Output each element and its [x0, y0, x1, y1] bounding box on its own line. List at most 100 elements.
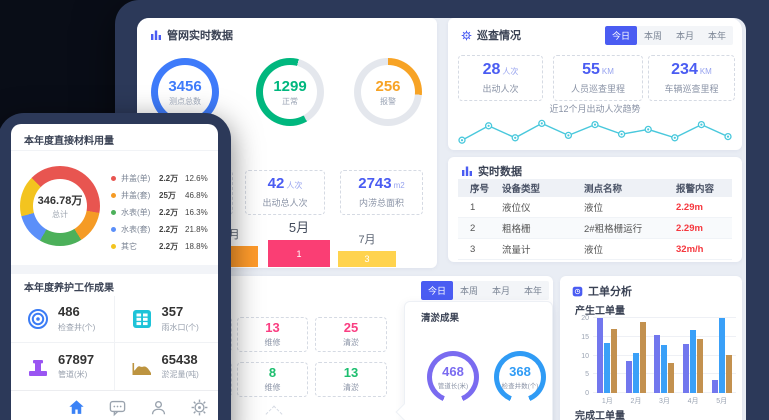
tab-today[interactable]: 今日 [420, 281, 453, 300]
tab-year[interactable]: 本年 [707, 31, 726, 41]
bar [639, 321, 646, 393]
stat-value: 25 [343, 319, 359, 335]
legend-dot [111, 210, 116, 215]
tab-week[interactable]: 本周 [643, 31, 662, 41]
table-row[interactable]: 1 液位仪 液位 2.29m [458, 197, 732, 218]
stat-label: 内涝总面积 [358, 197, 404, 208]
donut-total-label: 总计 [52, 210, 68, 219]
stat-value: 13 [265, 319, 280, 335]
tab-home[interactable] [67, 398, 89, 417]
stat-unit: 人次 [502, 67, 519, 77]
gridline [593, 335, 736, 337]
phone-device-frame: 本年度直接材料用量 346.78万 总计 井盖(单) 2.2万 12.6% 井盖(套)… [0, 113, 231, 420]
table-row[interactable]: 2 粗格栅 2#粗格栅运行 2.29m [458, 218, 732, 239]
bar-group [650, 318, 679, 393]
bar [697, 339, 704, 393]
stat-label: 维修 [264, 338, 281, 348]
podium-rank: 3 [338, 251, 396, 267]
phone-tab-bar [11, 390, 218, 420]
bar [690, 330, 697, 393]
y-tick-label: 15 [581, 333, 589, 341]
bar [668, 363, 675, 393]
donut-label: 报警 [380, 96, 396, 106]
bar-group [679, 318, 708, 393]
popover-arrow [395, 403, 413, 420]
stat-box-repair-1: 13 维修 [237, 317, 308, 352]
legend-item: 井盖(单) 2.2万 12.6% [111, 170, 208, 187]
donut-normal: 1299 正常 [256, 58, 324, 126]
x-tick-label: 5月 [716, 398, 728, 405]
sludge-icon [132, 362, 151, 375]
legend-dot [111, 193, 116, 198]
stat-box-repair-2: 8 维修 [237, 362, 308, 397]
bar-group [593, 318, 622, 393]
donut-alarm: 256 报警 [354, 58, 422, 126]
workorder-bar-chart: 0 5 10 15 20 1月 2月 3月 4月 5月 [581, 315, 736, 405]
stat-value: 234 [671, 61, 698, 79]
stat-box-dispatch-total: 42 人次 出动总人次 [245, 170, 325, 215]
legend-dot [111, 244, 116, 249]
alarm-table: 序号 设备类型 测点名称 报警内容 1 液位仪 液位 2.29m 2 粗格栅 2… [458, 179, 732, 260]
material-donut-chart: 346.78万 总计 [20, 166, 100, 246]
table-header-row: 序号 设备类型 测点名称 报警内容 [458, 179, 732, 197]
legend-item: 水表(套) 2.2万 21.8% [111, 221, 208, 238]
chart-title-completed: 完成工单量 [575, 411, 625, 420]
y-tick-label: 20 [581, 315, 589, 322]
tab-settings[interactable] [190, 398, 212, 417]
y-tick-label: 0 [585, 390, 589, 397]
tab-profile[interactable] [149, 398, 171, 417]
panel-workorder: 工单分析 产生工单量 0 5 10 15 20 1月 2月 3月 4月 5月 完成工单量 [560, 276, 742, 420]
bar [683, 344, 690, 393]
stat-cell-pipeline: 67897 管道(米) [11, 343, 115, 390]
maintenance-section-title: 本年度养护工作成果 [24, 283, 114, 294]
stat-value: 8 [268, 364, 277, 380]
bar [604, 343, 611, 393]
panel-title: 管网实时数据 [167, 30, 233, 42]
dredge-result-popover: 清淤成果 468 管道长(米) 368 检查井数(个) [395, 301, 553, 420]
gear-icon [191, 399, 208, 416]
trend-caption: 近12个月出动人次趋势 [549, 104, 641, 114]
podium-month-bar: 7月 3 [338, 231, 396, 267]
table-row[interactable]: 3 流量计 液位 32m/h [458, 239, 732, 260]
maintenance-stats-grid: 486 检查井(个) 357 雨水口(个) 67897 管道(米) 65438 淤泥量(… [11, 296, 218, 390]
bar [625, 360, 632, 393]
tab-month[interactable]: 本月 [491, 286, 510, 296]
bar [611, 328, 618, 393]
stat-unit: m2 [393, 181, 405, 191]
bar [711, 379, 718, 393]
stat-label: 人员巡查里程 [570, 83, 625, 94]
tooltip-notch [265, 405, 283, 420]
stat-box-dredge-2: 13 清淤 [315, 362, 387, 397]
panel-realtime-data: 实时数据 序号 设备类型 测点名称 报警内容 1 液位仪 液位 2.29m 2 … [448, 157, 742, 262]
bar [718, 318, 725, 393]
stat-value: 13 [343, 364, 359, 380]
pipeline-icon [29, 359, 47, 376]
maintenance-period-tabs: 今日 本周 本月 本年 [420, 281, 549, 300]
stat-box-person-km: 55 KM 人员巡查里程 [553, 55, 643, 101]
tab-year[interactable]: 本年 [523, 286, 542, 296]
stat-value: 42 [267, 175, 285, 193]
legend-item: 水表(单) 2.2万 16.3% [111, 204, 208, 221]
panel-title: 工单分析 [588, 286, 632, 298]
tab-messages[interactable] [108, 398, 130, 417]
x-tick-label: 3月 [659, 398, 670, 405]
stat-box-dredge-1: 25 清淤 [315, 317, 387, 352]
material-legend: 井盖(单) 2.2万 12.6% 井盖(套) 25万 46.8% 水表(单) 2.2万 16… [111, 170, 208, 255]
tab-today[interactable]: 今日 [604, 26, 637, 45]
stat-value: 55 [582, 61, 600, 79]
tab-month[interactable]: 本月 [675, 31, 694, 41]
popover-title: 清淤成果 [421, 313, 460, 324]
podium-month-label: 7月 [358, 234, 376, 246]
trend-svg [458, 119, 732, 144]
chart-title-generated: 产生工单量 [575, 306, 625, 317]
stat-label: 出动总人次 [262, 197, 308, 208]
stat-label: 维修 [264, 383, 281, 393]
gauge-well-count: 368 检查井数(个) [494, 351, 546, 403]
bar [654, 334, 661, 393]
inspection-well-icon [28, 309, 48, 329]
panel-patrol: 巡查情况 今日 本周 本月 本年 28 人次 出动人次 55 KM 人员巡查里程 2… [448, 18, 742, 150]
podium-rank: 1 [268, 240, 330, 267]
col-header: 测点名称 [584, 184, 623, 195]
tab-week[interactable]: 本周 [459, 286, 478, 296]
